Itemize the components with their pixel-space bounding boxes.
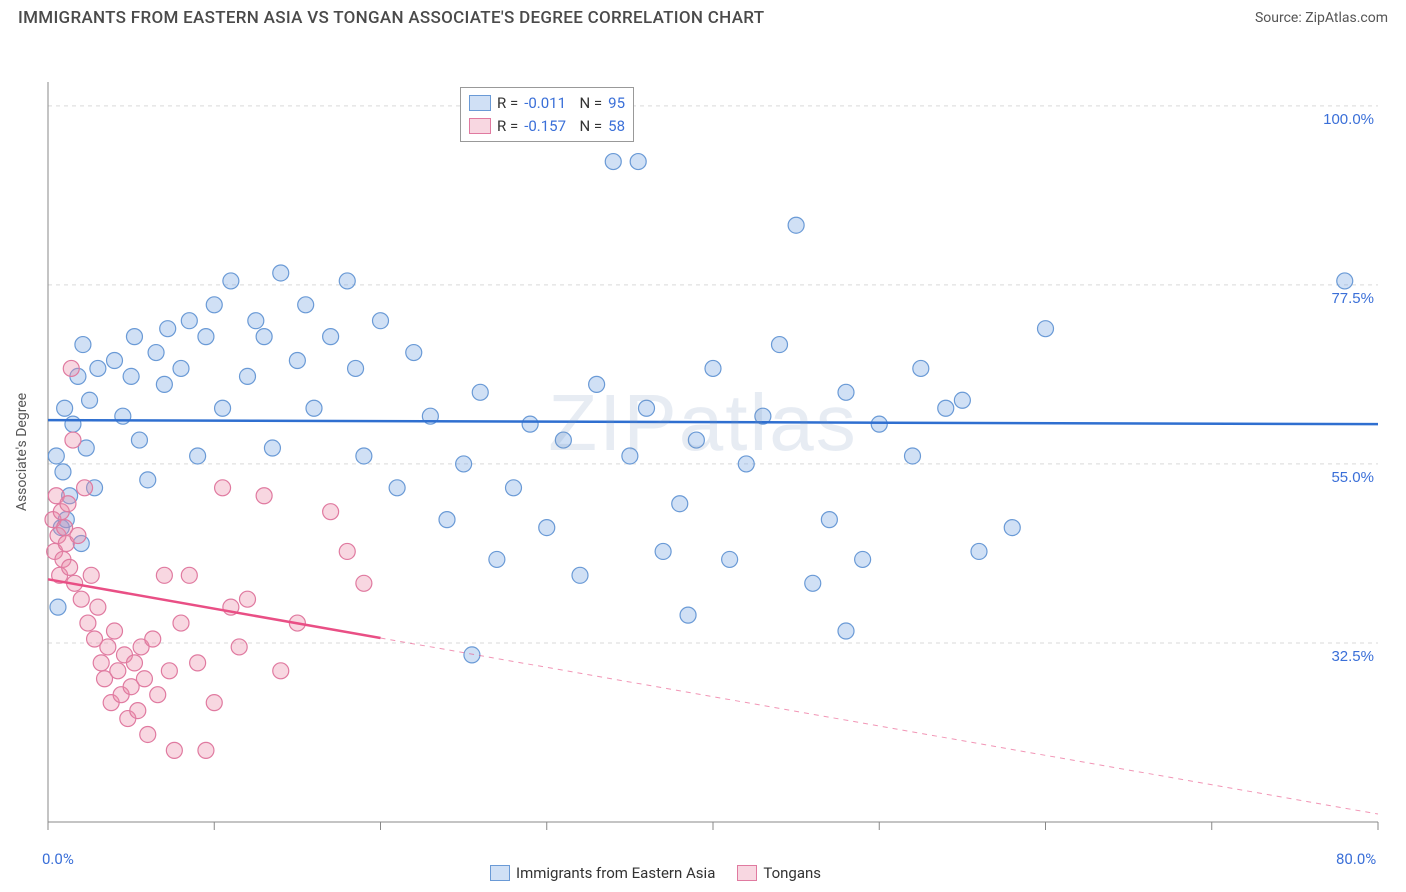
svg-text:55.0%: 55.0% — [1331, 469, 1374, 486]
legend-item: Tongans — [737, 864, 821, 882]
legend-stat-row: R = -0.157 N = 58 — [469, 115, 625, 138]
y-axis-label: Associate's Degree — [14, 393, 30, 511]
chart-title: IMMIGRANTS FROM EASTERN ASIA VS TONGAN A… — [18, 8, 764, 28]
chart-area: Associate's Degree 32.5% 55.0% 77.5% 100.0%… — [0, 32, 1406, 882]
x-axis-max: 80.0% — [1336, 850, 1376, 868]
scatter-plot: 32.5% 55.0% 77.5% 100.0% — [0, 32, 1406, 882]
legend-stat-row: R = -0.011 N = 95 — [469, 92, 625, 115]
x-axis-min: 0.0% — [42, 850, 74, 868]
svg-text:77.5%: 77.5% — [1331, 290, 1374, 307]
legend-stats: R = -0.011 N = 95R = -0.157 N = 58 — [460, 87, 634, 142]
legend-series: Immigrants from Eastern Asia Tongans — [490, 864, 821, 882]
legend-item: Immigrants from Eastern Asia — [490, 864, 715, 882]
series-eastern_asia — [48, 154, 1352, 663]
source-label: Source: ZipAtlas.com — [1255, 10, 1388, 26]
svg-text:32.5%: 32.5% — [1331, 648, 1374, 665]
svg-text:100.0%: 100.0% — [1323, 111, 1374, 128]
